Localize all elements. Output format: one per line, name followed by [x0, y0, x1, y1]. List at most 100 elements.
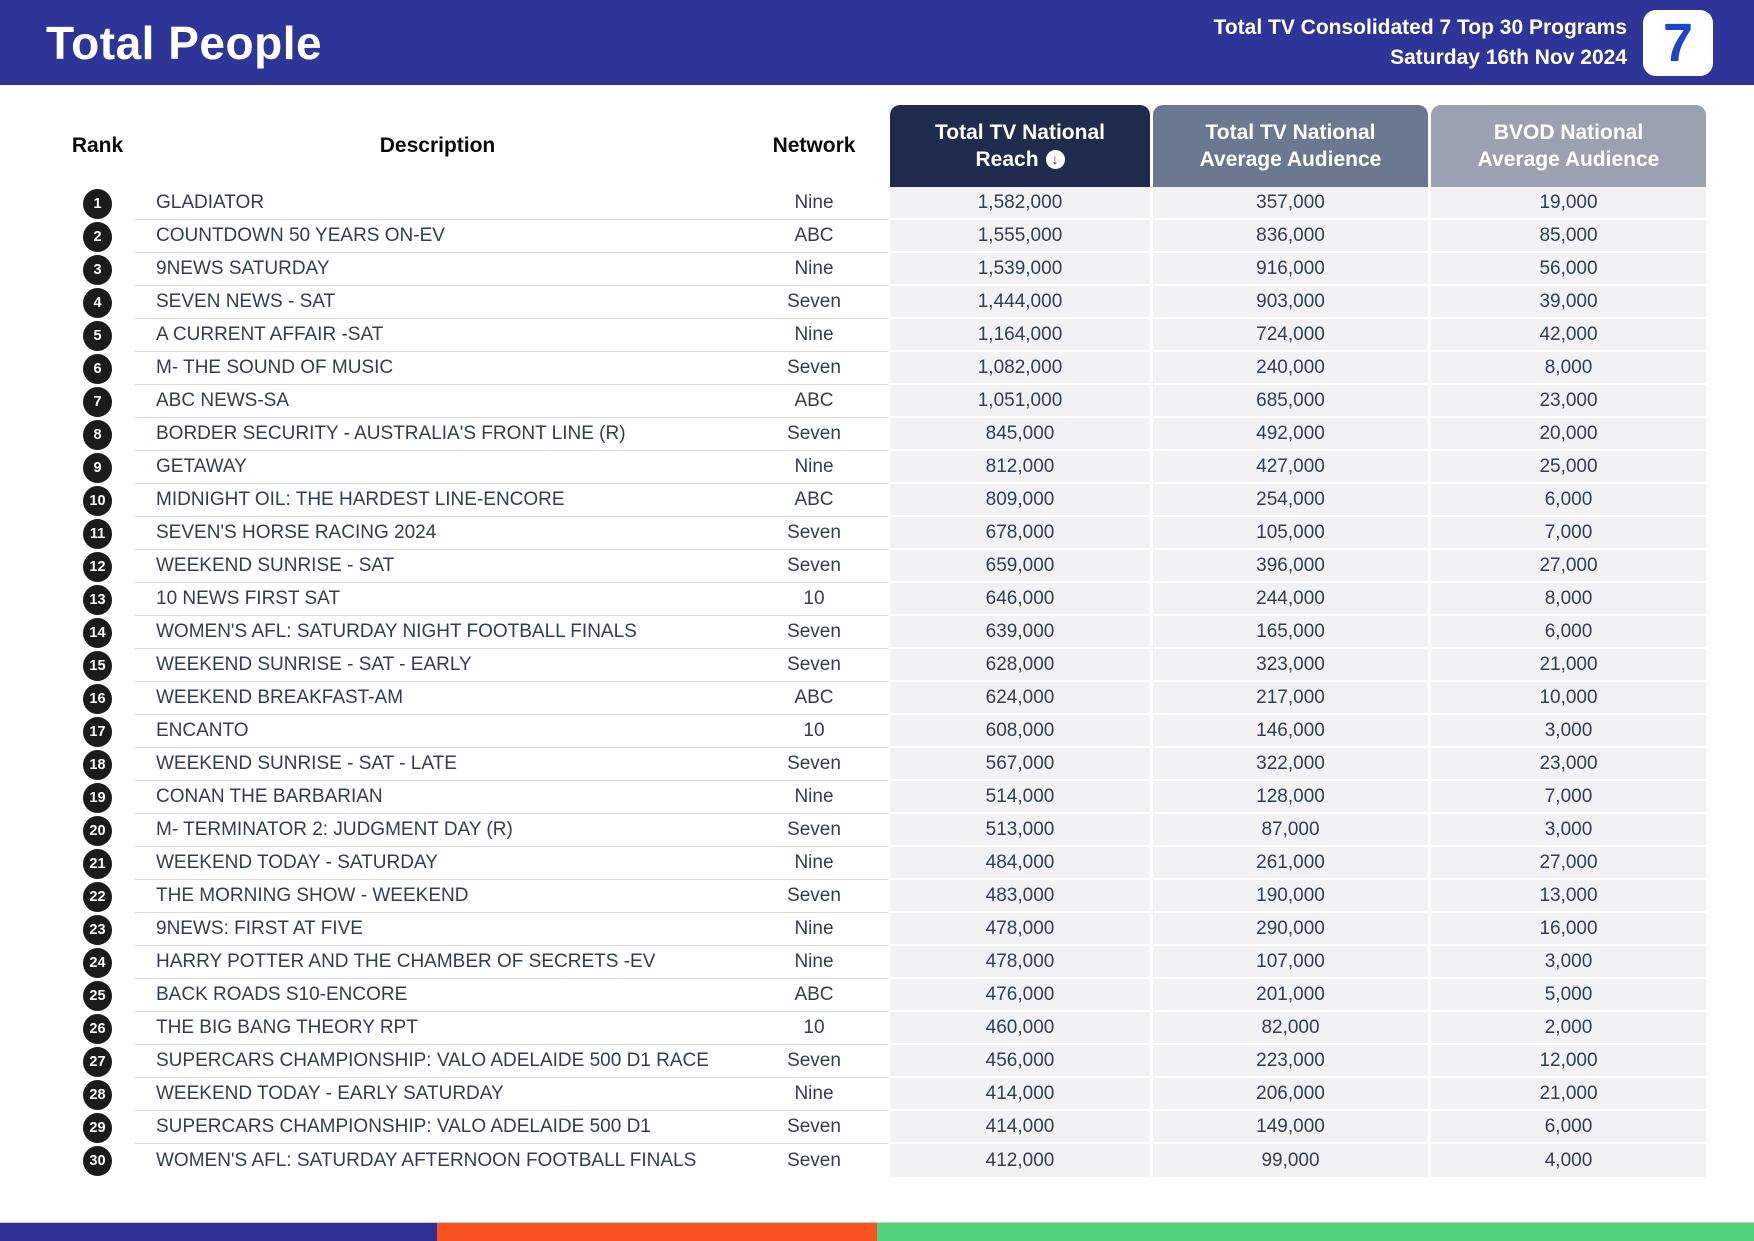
rank-cell: 19 [60, 781, 135, 814]
avg-audience-cell: 201,000 [1153, 979, 1428, 1012]
table-row: 25 BACK ROADS S10-ENCORE ABC 476,000 201,000… [0, 979, 1754, 1012]
description-cell: WEEKEND TODAY - SATURDAY [135, 847, 740, 880]
reach-cell: 412,000 [890, 1144, 1150, 1177]
avg-audience-cell: 903,000 [1153, 286, 1428, 319]
row-left-margin [0, 682, 60, 715]
bvod-header-line2: Average Audience [1477, 148, 1660, 171]
description-cell: WOMEN'S AFL: SATURDAY AFTERNOON FOOTBALL… [156, 1149, 697, 1171]
row-left-margin [0, 253, 60, 286]
network-cell: Nine [740, 946, 888, 979]
description-cell: BORDER SECURITY - AUSTRALIA'S FRONT LINE… [135, 418, 740, 451]
description-cell: BACK ROADS S10-ENCORE [135, 979, 740, 1012]
network-cell: Seven [787, 1149, 841, 1171]
network-cell: ABC [740, 220, 888, 253]
avg-header-line1: Total TV National [1205, 121, 1376, 144]
network-cell: Seven [740, 814, 888, 847]
rank-cell: 24 [60, 946, 135, 979]
top-bar: Total People Total TV Consolidated 7 Top… [0, 0, 1754, 85]
row-left-margin [0, 1078, 60, 1111]
seven-network-logo: 7 [1643, 9, 1713, 76]
avg-audience-cell: 685,000 [1153, 385, 1428, 418]
footer-blue-segment [0, 1223, 438, 1241]
reach-cell: 414,000 [890, 1111, 1150, 1144]
network-cell: Seven [740, 616, 888, 649]
description-cell: MIDNIGHT OIL: THE HARDEST LINE-ENCORE [135, 484, 740, 517]
rank-cell: 15 [60, 649, 135, 682]
bvod-cell: 85,000 [1431, 220, 1706, 253]
reach-cell: 1,582,000 [890, 187, 1150, 220]
table-row: 19 CONAN THE BARBARIAN Nine 514,000 128,000 7… [0, 781, 1754, 814]
rank-badge: 26 [83, 1013, 112, 1044]
table-header-row: Rank Description Network Total TV Nation… [0, 105, 1754, 187]
row-left-margin [0, 517, 60, 550]
column-header-total-tv-average: Total TV National Average Audience [1153, 105, 1428, 187]
avg-audience-cell: 217,000 [1153, 682, 1428, 715]
rank-badge: 3 [83, 254, 112, 285]
row-left-margin [0, 946, 60, 979]
bvod-header-line1: BVOD National [1493, 121, 1644, 144]
avg-audience-cell: 836,000 [1153, 220, 1428, 253]
rank-cell: 5 [60, 319, 135, 352]
table-row: 26 THE BIG BANG THEORY RPT 10 460,000 82,000… [0, 1012, 1754, 1045]
table-row: 5 A CURRENT AFFAIR -SAT Nine 1,164,000 724,0… [0, 319, 1754, 352]
description-cell: 9NEWS SATURDAY [135, 253, 740, 286]
network-cell: Nine [740, 253, 888, 286]
rank-badge: 2 [83, 221, 112, 252]
description-cell: WEEKEND BREAKFAST-AM [135, 682, 740, 715]
reach-cell: 514,000 [890, 781, 1150, 814]
row-left-margin [0, 319, 60, 352]
avg-audience-cell: 427,000 [1153, 451, 1428, 484]
reach-cell: 484,000 [890, 847, 1150, 880]
table-row: 10 MIDNIGHT OIL: THE HARDEST LINE-ENCORE A… [0, 484, 1754, 517]
avg-audience-cell: 146,000 [1153, 715, 1428, 748]
report-subtitle-line1: Total TV Consolidated 7 Top 30 Programs [1213, 15, 1627, 39]
description-cell: THE BIG BANG THEORY RPT [135, 1012, 740, 1045]
bvod-cell: 7,000 [1431, 781, 1706, 814]
description-cell: WEEKEND TODAY - EARLY SATURDAY [135, 1078, 740, 1111]
table-row: 23 9NEWS: FIRST AT FIVE Nine 478,000 290,000… [0, 913, 1754, 946]
bvod-cell: 6,000 [1431, 484, 1706, 517]
report-subtitle: Total TV Consolidated 7 Top 30 Programs … [1214, 13, 1627, 73]
rank-badge: 28 [83, 1079, 112, 1110]
network-cell: Seven [740, 1045, 888, 1078]
avg-audience-cell: 105,000 [1153, 517, 1428, 550]
rank-cell: 13 [60, 583, 135, 616]
bvod-cell: 6,000 [1431, 616, 1706, 649]
table-row: 22 THE MORNING SHOW - WEEKEND Seven 483,000… [0, 880, 1754, 913]
network-cell: Nine [740, 847, 888, 880]
rank-badge: 23 [83, 914, 112, 945]
rank-badge: 20 [83, 815, 112, 846]
rank-badge: 11 [83, 518, 112, 549]
table-row: 20 M- TERMINATOR 2: JUDGMENT DAY (R) Seven… [0, 814, 1754, 847]
description-cell: SEVEN'S HORSE RACING 2024 [135, 517, 740, 550]
description-cell: A CURRENT AFFAIR -SAT [135, 319, 740, 352]
bvod-cell: 21,000 [1431, 649, 1706, 682]
rank-badge: 14 [83, 617, 112, 648]
network-cell: Nine [740, 781, 888, 814]
network-cell: Seven [740, 550, 888, 583]
rank-cell: 10 [60, 484, 135, 517]
rank-cell: 17 [60, 715, 135, 748]
description-cell: WOMEN'S AFL: SATURDAY NIGHT FOOTBALL FIN… [135, 616, 740, 649]
sort-descending-icon: ↓ [1045, 150, 1065, 169]
network-cell: Seven [740, 352, 888, 385]
bvod-cell: 8,000 [1431, 583, 1706, 616]
description-cell: GETAWAY [135, 451, 740, 484]
bvod-cell: 16,000 [1431, 913, 1706, 946]
description-cell: COUNTDOWN 50 YEARS ON-EV [135, 220, 740, 253]
reach-header-line2: Reach [975, 148, 1039, 171]
description-cell: 10 NEWS FIRST SAT [135, 583, 740, 616]
rank-badge: 25 [83, 980, 112, 1011]
network-cell: Seven [740, 418, 888, 451]
row-left-margin [0, 484, 60, 517]
column-header-network: Network [772, 134, 856, 157]
description-cell: WEEKEND SUNRISE - SAT - LATE [135, 748, 740, 781]
row-left-margin [0, 979, 60, 1012]
rank-badge: 22 [83, 881, 112, 912]
rank-badge: 8 [83, 419, 112, 450]
avg-audience-cell: 223,000 [1153, 1045, 1428, 1078]
rank-badge: 29 [83, 1112, 112, 1143]
avg-audience-cell: 290,000 [1153, 913, 1428, 946]
description-cell: HARRY POTTER AND THE CHAMBER OF SECRETS … [135, 946, 740, 979]
bvod-cell: 56,000 [1431, 253, 1706, 286]
